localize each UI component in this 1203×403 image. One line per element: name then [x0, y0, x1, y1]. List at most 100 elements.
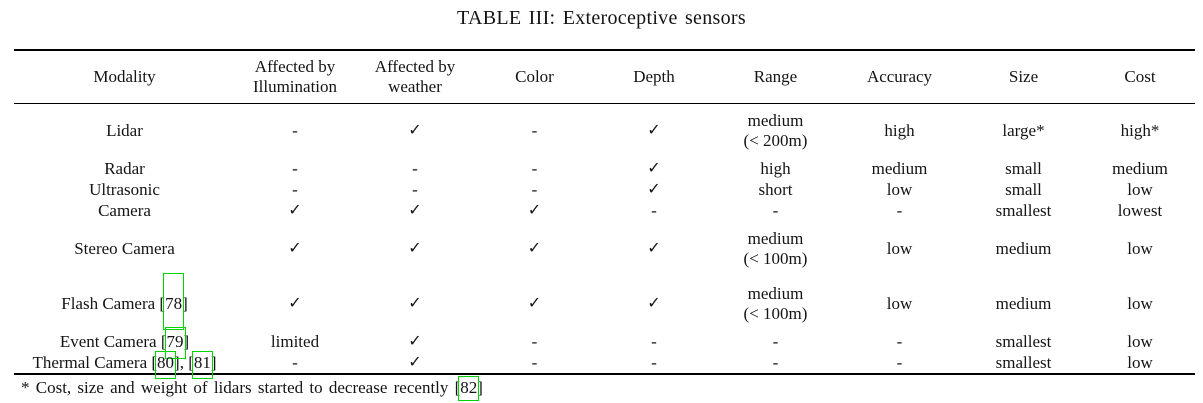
- check-cell: ✓: [355, 276, 475, 331]
- value-cell: -: [292, 120, 298, 140]
- exteroceptive-sensors-table: Modality Affected by Illumination Affected…: [14, 49, 1195, 379]
- table-caption: TABLE III: Exteroceptive sensors: [457, 7, 746, 29]
- check-icon: ✓: [527, 240, 542, 257]
- check-cell: ✓: [235, 200, 355, 221]
- column-header: Accuracy: [837, 50, 962, 104]
- value-cell: lowest: [1117, 200, 1163, 220]
- value-cell: high*: [1120, 120, 1160, 140]
- value-cell: low: [1127, 238, 1153, 258]
- value-cell: -: [531, 179, 538, 199]
- value-cell: -: [292, 352, 298, 372]
- citation-link-box: [155, 350, 177, 379]
- check-icon: ✓: [288, 295, 302, 312]
- table-row: Stereo Camera ✓ ✓ ✓ ✓ medium (< 100m) low mediu…: [14, 221, 1195, 276]
- value-cell: smallest: [995, 352, 1052, 372]
- value-cell: medium (< 100m): [743, 283, 808, 323]
- value-cell: small: [1005, 179, 1042, 199]
- citation-link[interactable]: 78: [163, 272, 185, 330]
- value-cell: small: [1005, 158, 1042, 178]
- check-cell: ✓: [235, 221, 355, 276]
- table-row: Lidar - ✓ - ✓ medium (< 200m) high large* high*: [14, 103, 1195, 158]
- value-cell: low: [1127, 179, 1153, 199]
- value-cell: low: [1127, 293, 1153, 313]
- modality-cell: Camera: [98, 200, 151, 220]
- citation-link-box: [458, 376, 480, 401]
- value-cell: -: [531, 352, 538, 372]
- value-cell: medium: [995, 238, 1052, 258]
- value-cell: medium (< 200m): [743, 110, 808, 150]
- check-icon: ✓: [408, 333, 422, 350]
- value-cell: -: [531, 120, 538, 140]
- value-cell: low: [1127, 352, 1153, 372]
- check-icon: ✓: [408, 295, 422, 312]
- check-icon: ✓: [647, 160, 661, 177]
- check-cell: ✓: [594, 179, 714, 200]
- value-cell: high: [884, 120, 915, 140]
- check-cell: ✓: [475, 200, 594, 221]
- check-cell: ✓: [355, 200, 475, 221]
- check-cell: ✓: [235, 276, 355, 331]
- table-row: Ultrasonic - - - ✓ short low small low: [14, 179, 1195, 200]
- column-header: Modality: [14, 50, 235, 104]
- citation-link-box: [191, 350, 213, 379]
- value-cell: high: [760, 158, 791, 178]
- value-cell: smallest: [995, 331, 1052, 351]
- citation-link[interactable]: 81: [191, 350, 213, 379]
- value-cell: low: [886, 238, 913, 258]
- check-cell: ✓: [355, 221, 475, 276]
- table-row: Thermal Camera [80], [81] - ✓ - - - - smallest l…: [14, 350, 1195, 379]
- modality-cell: Lidar: [106, 120, 143, 140]
- check-cell: ✓: [475, 221, 594, 276]
- column-header: Color: [475, 50, 594, 104]
- table-container: Modality Affected by Illumination Affected…: [14, 49, 1195, 401]
- value-cell: large*: [1002, 120, 1045, 140]
- check-icon: ✓: [647, 240, 661, 257]
- value-cell: -: [531, 158, 538, 178]
- check-icon: ✓: [288, 202, 302, 219]
- check-cell: ✓: [475, 276, 594, 331]
- value-cell: short: [758, 179, 793, 199]
- citation-link[interactable]: 82: [458, 376, 480, 401]
- check-cell: ✓: [355, 331, 475, 352]
- check-icon: ✓: [288, 240, 302, 257]
- value-cell: -: [651, 331, 657, 351]
- value-cell: -: [412, 158, 418, 178]
- check-cell: ✓: [594, 276, 714, 331]
- value-cell: -: [896, 200, 903, 220]
- table-header-row: Modality Affected by Illumination Affected…: [14, 50, 1195, 104]
- check-icon: ✓: [647, 122, 661, 140]
- citation-link[interactable]: 80: [155, 350, 177, 379]
- check-cell: ✓: [594, 158, 714, 179]
- check-cell: ✓: [355, 103, 475, 158]
- value-cell: -: [412, 179, 418, 199]
- check-cell: ✓: [594, 103, 714, 158]
- value-cell: limited: [270, 331, 320, 351]
- check-icon: ✓: [527, 295, 542, 312]
- table-row: Camera ✓ ✓ ✓ - - - smallest lowest: [14, 200, 1195, 221]
- column-header: Cost: [1085, 50, 1195, 104]
- value-cell: -: [896, 352, 903, 372]
- value-cell: -: [651, 200, 657, 220]
- value-cell: medium (< 100m): [743, 228, 808, 268]
- table-row: Radar - - - ✓ high medium small medium: [14, 158, 1195, 179]
- check-icon: ✓: [647, 181, 661, 198]
- value-cell: low: [886, 293, 913, 313]
- value-cell: -: [651, 352, 657, 372]
- modality-cell: Thermal Camera [80], [81]: [14, 350, 235, 379]
- citation-link-box: [163, 272, 185, 330]
- value-cell: smallest: [995, 200, 1052, 220]
- column-header: Depth: [594, 50, 714, 104]
- value-cell: medium: [995, 293, 1052, 313]
- citation-link[interactable]: 79: [164, 326, 186, 359]
- modality-cell: Flash Camera [78]: [14, 272, 235, 331]
- check-icon: ✓: [408, 240, 422, 257]
- value-cell: low: [1127, 331, 1153, 351]
- table-row: Flash Camera [78] ✓ ✓ ✓ ✓ medium (< 100m) low m…: [14, 272, 1195, 331]
- value-cell: -: [896, 331, 903, 351]
- value-cell: -: [772, 200, 779, 220]
- check-icon: ✓: [527, 202, 542, 219]
- table-body: Lidar - ✓ - ✓ medium (< 200m) high large* high* R…: [14, 103, 1195, 379]
- value-cell: -: [292, 158, 298, 178]
- value-cell: -: [292, 179, 298, 199]
